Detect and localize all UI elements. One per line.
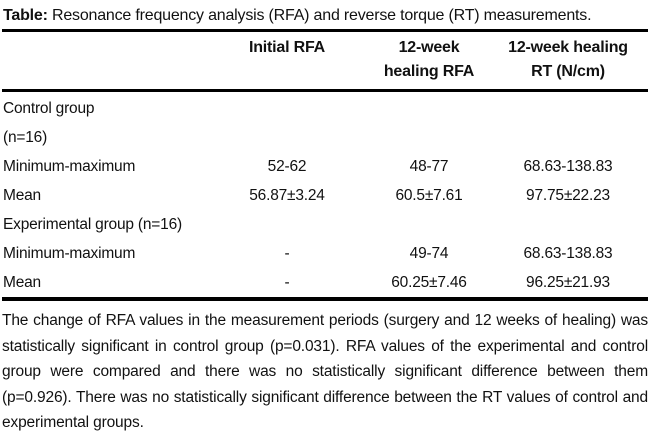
table-row-control-minmax: Minimum-maximum 52-62 48-77 68.63-138.83 <box>2 152 648 181</box>
footnote-line: statistically significant in control gro… <box>2 337 648 355</box>
table-row-experimental-group: Experimental group (n=16) <box>2 210 648 239</box>
cell-value: - <box>284 245 290 262</box>
cell-value: 60.5±7.61 <box>395 187 463 204</box>
header-12week-healing-rfa: 12-week healing RFA <box>370 30 488 92</box>
table-caption: Table: Resonance frequency analysis (RFA… <box>2 0 648 29</box>
cell-value: 48-77 <box>409 158 449 175</box>
row-label: (n=16) <box>3 129 48 146</box>
cell-value: - <box>284 274 290 291</box>
row-label: Mean <box>3 274 41 291</box>
cell-value <box>370 123 488 152</box>
row-label: Experimental group (n=16) <box>3 216 182 233</box>
footnote-line: group were compared and there was no sta… <box>2 363 648 380</box>
cell-value: 52-62 <box>267 158 307 175</box>
header-12week-healing-rt: 12-week healing RT (N/cm) <box>488 30 648 92</box>
cell-value <box>204 210 370 239</box>
table-caption-text: Resonance frequency analysis (RFA) and r… <box>51 7 592 24</box>
row-label: Control group <box>3 100 95 117</box>
row-label: Minimum-maximum <box>3 245 136 262</box>
footnote-line: experimental groups. <box>2 414 144 431</box>
header-row: Initial RFA 12-week healing RFA 12-week … <box>2 30 648 92</box>
header-empty <box>2 30 204 92</box>
cell-value <box>204 123 370 152</box>
header-initial-rfa: Initial RFA <box>204 30 370 92</box>
cell-value: 60.25±7.46 <box>391 274 467 291</box>
cell-value: 49-74 <box>409 245 449 262</box>
row-label: Mean <box>3 187 41 204</box>
table-caption-label: Table: <box>3 7 48 24</box>
cell-value <box>204 91 370 124</box>
cell-value: 96.25±21.93 <box>526 274 610 291</box>
table-row-experimental-mean: Mean - 60.25±7.46 96.25±21.93 <box>2 268 648 299</box>
table-row-experimental-minmax: Minimum-maximum - 49-74 68.63-138.83 <box>2 239 648 268</box>
cell-value <box>488 123 648 152</box>
table-row-control-mean: Mean 56.87±3.24 60.5±7.61 97.75±22.23 <box>2 181 648 210</box>
row-label: Minimum-maximum <box>3 158 136 175</box>
cell-value <box>370 210 488 239</box>
measurements-table: Initial RFA 12-week healing RFA 12-week … <box>2 29 648 301</box>
cell-value <box>488 210 648 239</box>
footnote-line: The change of RFA values in the measurem… <box>2 312 648 329</box>
cell-value <box>370 91 488 124</box>
cell-value: 68.63-138.83 <box>523 245 613 262</box>
cell-value: 97.75±22.23 <box>526 187 610 204</box>
table-row-control-group: Control group <box>2 91 648 124</box>
cell-value <box>488 91 648 124</box>
cell-value: 68.63-138.83 <box>523 158 613 175</box>
table-row-control-n: (n=16) <box>2 123 648 152</box>
table-footnote: The change of RFA values in the measurem… <box>2 308 648 436</box>
cell-value: 56.87±3.24 <box>249 187 325 204</box>
footnote-line: (p=0.926). There was no statistically si… <box>2 388 648 406</box>
